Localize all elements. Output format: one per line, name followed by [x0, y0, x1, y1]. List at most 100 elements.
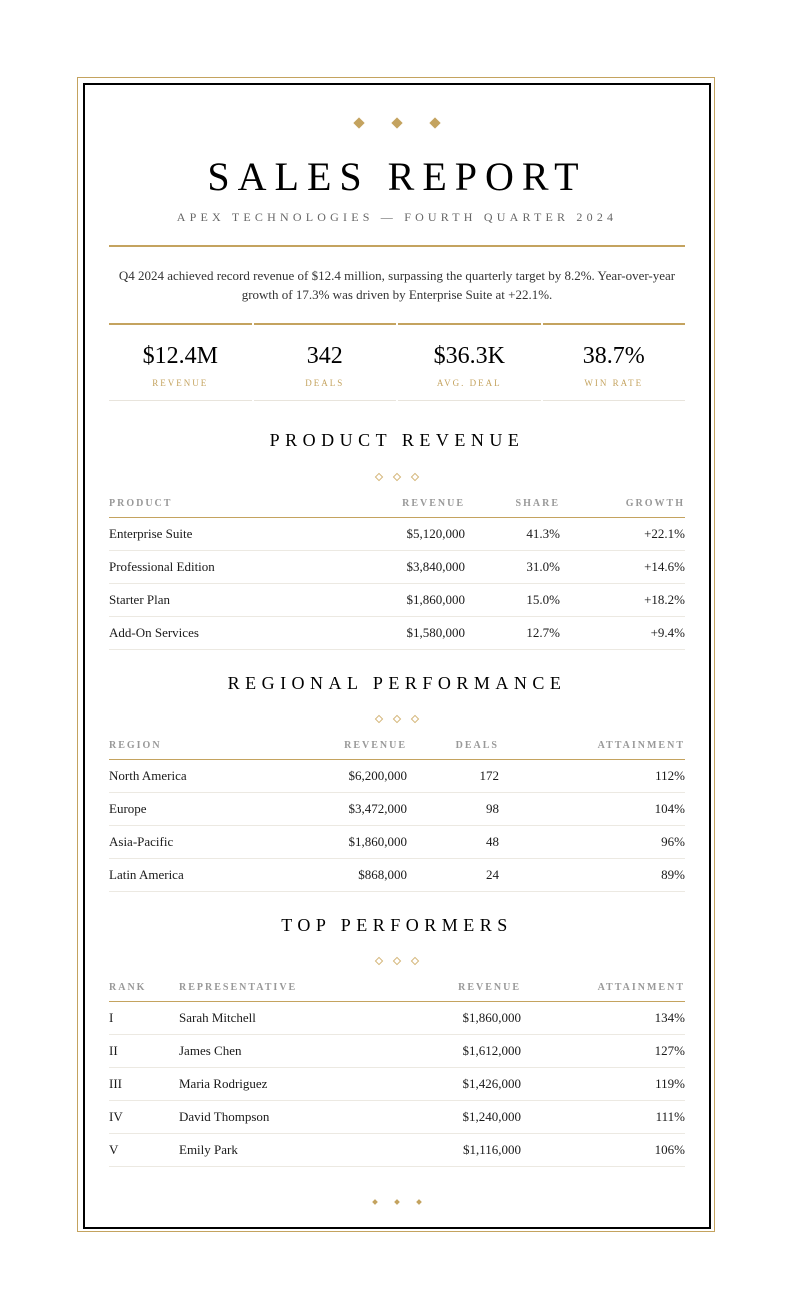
cell-region: Asia-Pacific — [109, 825, 309, 859]
cell-revenue: $6,200,000 — [309, 759, 407, 793]
hollow-diamond-icon — [392, 472, 402, 482]
stat-value: $36.3K — [433, 343, 505, 369]
cell-rank: V — [109, 1133, 179, 1167]
stat-label: DEALS — [305, 378, 345, 388]
cell-product: Add-On Services — [109, 616, 369, 650]
cell-attainment: 106% — [521, 1133, 685, 1167]
section-title-product-revenue: PRODUCT REVENUE — [269, 430, 525, 450]
cell-attainment: 104% — [499, 792, 685, 826]
table-header-row: REGION REVENUE DEALS ATTAINMENT — [109, 740, 685, 760]
cell-deals: 24 — [407, 858, 499, 892]
stat-value: $12.4M — [142, 343, 218, 369]
cell-revenue: $1,116,000 — [379, 1133, 521, 1167]
regional-performance-table: REGION REVENUE DEALS ATTAINMENT North Am… — [109, 740, 685, 892]
cell-attainment: 111% — [521, 1100, 685, 1134]
stat-avg-deal: $36.3K AVG. DEAL — [398, 323, 541, 401]
table-header-row: PRODUCT REVENUE SHARE GROWTH — [109, 498, 685, 518]
cell-share: 41.3% — [465, 517, 560, 551]
cell-share: 15.0% — [465, 583, 560, 617]
page-subtitle: APEX TECHNOLOGIES — FOURTH QUARTER 2024 — [176, 210, 618, 224]
cell-revenue: $1,580,000 — [369, 616, 465, 650]
cell-product: Enterprise Suite — [109, 517, 369, 551]
column-header: REVENUE — [379, 982, 521, 1002]
stat-value: 342 — [306, 343, 343, 369]
diamond-icon — [372, 1199, 378, 1205]
table-row: Europe $3,472,000 98 104% — [109, 792, 685, 826]
cell-product: Professional Edition — [109, 550, 369, 584]
inner-black-border — [83, 83, 711, 1229]
hollow-diamond-icon — [392, 956, 402, 966]
stat-label: WIN RATE — [584, 378, 644, 388]
footer-ornament — [109, 1191, 685, 1209]
cell-revenue: $3,472,000 — [309, 792, 407, 826]
hollow-diamond-icon — [374, 714, 384, 724]
hollow-diamond-icon — [392, 714, 402, 724]
cell-representative: James Chen — [179, 1034, 379, 1068]
cell-representative: Emily Park — [179, 1133, 379, 1167]
stat-deals: 342 DEALS — [253, 323, 396, 401]
column-header: SHARE — [465, 498, 560, 518]
cell-revenue: $1,240,000 — [379, 1100, 521, 1134]
table-row: IV David Thompson $1,240,000 111% — [109, 1100, 685, 1134]
cell-revenue: $1,860,000 — [379, 1001, 521, 1035]
diamond-icon — [391, 117, 403, 129]
cell-region: North America — [109, 759, 309, 793]
cell-representative: David Thompson — [179, 1100, 379, 1134]
column-header: REVENUE — [369, 498, 465, 518]
stat-win-rate: 38.7% WIN RATE — [542, 323, 685, 401]
cell-representative: Maria Rodriguez — [179, 1067, 379, 1101]
table-row: Starter Plan $1,860,000 15.0% +18.2% — [109, 583, 685, 617]
table-row: Professional Edition $3,840,000 31.0% +14.6… — [109, 550, 685, 584]
diamond-icon — [416, 1199, 422, 1205]
diamond-icon — [429, 117, 441, 129]
cell-revenue: $868,000 — [309, 858, 407, 892]
top-performers-table: RANK REPRESENTATIVE REVENUE ATTAINMENT I… — [109, 982, 685, 1167]
hollow-diamond-icon — [410, 472, 420, 482]
cell-attainment: 134% — [521, 1001, 685, 1035]
cell-attainment: 96% — [499, 825, 685, 859]
cell-rank: I — [109, 1001, 179, 1035]
kpi-stats: $12.4M REVENUE 342 DEALS $36.3K AVG. DEA… — [109, 323, 685, 401]
cell-attainment: 127% — [521, 1034, 685, 1068]
diamond-icon — [394, 1199, 400, 1205]
column-header: REVENUE — [309, 740, 407, 760]
cell-deals: 48 — [407, 825, 499, 859]
table-row: Latin America $868,000 24 89% — [109, 858, 685, 892]
column-header: DEALS — [407, 740, 499, 760]
cell-attainment: 112% — [499, 759, 685, 793]
cell-revenue: $1,612,000 — [379, 1034, 521, 1068]
summary-paragraph: Q4 2024 achieved record revenue of $12.4… — [118, 268, 676, 302]
column-header: ATTAINMENT — [521, 982, 685, 1002]
cell-rank: II — [109, 1034, 179, 1068]
table-row: Enterprise Suite $5,120,000 41.3% +22.1% — [109, 517, 685, 551]
cell-growth: +22.1% — [560, 517, 685, 551]
column-header: REPRESENTATIVE — [179, 982, 379, 1002]
cell-rank: IV — [109, 1100, 179, 1134]
column-header: GROWTH — [560, 498, 685, 518]
hollow-diamond-icon — [410, 956, 420, 966]
header-divider — [109, 245, 685, 247]
stat-label: AVG. DEAL — [436, 378, 502, 388]
cell-deals: 98 — [407, 792, 499, 826]
column-header: REGION — [109, 740, 309, 760]
cell-growth: +14.6% — [560, 550, 685, 584]
cell-attainment: 119% — [521, 1067, 685, 1101]
cell-revenue: $1,426,000 — [379, 1067, 521, 1101]
stat-revenue: $12.4M REVENUE — [109, 323, 252, 401]
table-row: North America $6,200,000 172 112% — [109, 759, 685, 793]
section-ornament — [109, 951, 685, 969]
cell-deals: 172 — [407, 759, 499, 793]
cell-revenue: $1,860,000 — [369, 583, 465, 617]
cell-revenue: $5,120,000 — [369, 517, 465, 551]
hollow-diamond-icon — [374, 472, 384, 482]
section-title-regional-performance: REGIONAL PERFORMANCE — [227, 673, 567, 693]
table-row: III Maria Rodriguez $1,426,000 119% — [109, 1067, 685, 1101]
table-row: I Sarah Mitchell $1,860,000 134% — [109, 1001, 685, 1035]
cell-revenue: $1,860,000 — [309, 825, 407, 859]
table-row: II James Chen $1,612,000 127% — [109, 1034, 685, 1068]
outer-gold-border — [77, 77, 715, 1232]
stat-value: 38.7% — [582, 343, 645, 369]
cell-revenue: $3,840,000 — [369, 550, 465, 584]
cell-region: Latin America — [109, 858, 309, 892]
diamond-icon — [353, 117, 365, 129]
